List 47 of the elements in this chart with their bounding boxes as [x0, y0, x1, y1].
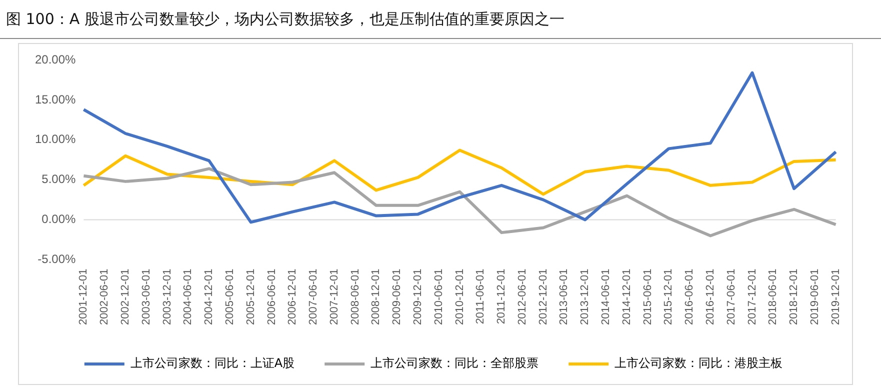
- x-tick-label: 2016-12-01: [704, 268, 716, 326]
- legend-label: 上市公司家数：同比：全部股票: [370, 356, 539, 370]
- x-tick-label: 2005-12-01: [244, 268, 257, 326]
- x-tick-label: 2015-06-01: [642, 268, 654, 326]
- x-tick-label: 2004-12-01: [203, 268, 216, 326]
- x-tick-label: 2014-12-01: [620, 268, 633, 326]
- x-tick-label: 2004-06-01: [182, 268, 194, 326]
- y-tick-label: 20.00%: [34, 52, 76, 66]
- x-tick-label: 2005-06-01: [224, 268, 236, 326]
- x-tick-label: 2012-06-01: [516, 268, 528, 326]
- x-tick-label: 2010-12-01: [454, 268, 466, 326]
- x-tick-label: 2016-06-01: [684, 268, 696, 326]
- x-tick-label: 2019-06-01: [808, 268, 821, 326]
- legend-label: 上市公司家数：同比：港股主板: [614, 356, 783, 370]
- y-tick-label: -5.00%: [38, 252, 76, 266]
- y-tick-label: 15.00%: [34, 92, 76, 106]
- x-tick-label: 2003-06-01: [140, 268, 152, 326]
- x-tick-label: 2017-12-01: [746, 268, 758, 326]
- x-tick-label: 2013-12-01: [579, 268, 592, 326]
- x-tick-label: 2002-06-01: [98, 268, 111, 326]
- x-tick-label: 2003-12-01: [161, 268, 174, 326]
- x-tick-label: 2008-06-01: [349, 268, 362, 326]
- x-tick-label: 2006-12-01: [286, 268, 299, 326]
- x-tick-label: 2015-12-01: [662, 268, 675, 326]
- x-tick-label: 2007-12-01: [328, 268, 340, 326]
- x-tick-label: 2011-12-01: [496, 268, 508, 324]
- y-tick-label: 0.00%: [42, 212, 76, 226]
- x-tick-label: 2018-12-01: [788, 268, 800, 326]
- x-tick-label: 2017-06-01: [725, 268, 738, 326]
- x-tick-label: 2013-06-01: [558, 268, 570, 326]
- x-tick-label: 2012-12-01: [537, 268, 550, 326]
- x-tick-label: 2011-06-01: [474, 268, 487, 324]
- x-tick-label: 2018-06-01: [767, 268, 780, 326]
- y-tick-label: 5.00%: [42, 172, 76, 186]
- x-tick-label: 2010-06-01: [432, 268, 445, 326]
- x-tick-label: 2006-06-01: [266, 268, 278, 326]
- x-tick-label: 2009-06-01: [391, 268, 404, 326]
- x-tick-label: 2007-06-01: [308, 268, 320, 326]
- x-tick-label: 2014-06-01: [600, 268, 612, 326]
- y-tick-label: 10.00%: [34, 132, 76, 146]
- x-tick-label: 2001-12-01: [78, 268, 90, 326]
- legend-label: 上市公司家数：同比：上证A股: [130, 356, 295, 370]
- chart-title: 图 100：A 股退市公司数量较少，场内公司数据较多，也是压制估值的重要原因之一: [0, 0, 881, 39]
- x-tick-label: 2019-12-01: [830, 268, 842, 326]
- x-tick-label: 2008-12-01: [370, 268, 382, 326]
- x-tick-label: 2009-12-01: [412, 268, 424, 326]
- x-tick-label: 2002-12-01: [120, 268, 132, 326]
